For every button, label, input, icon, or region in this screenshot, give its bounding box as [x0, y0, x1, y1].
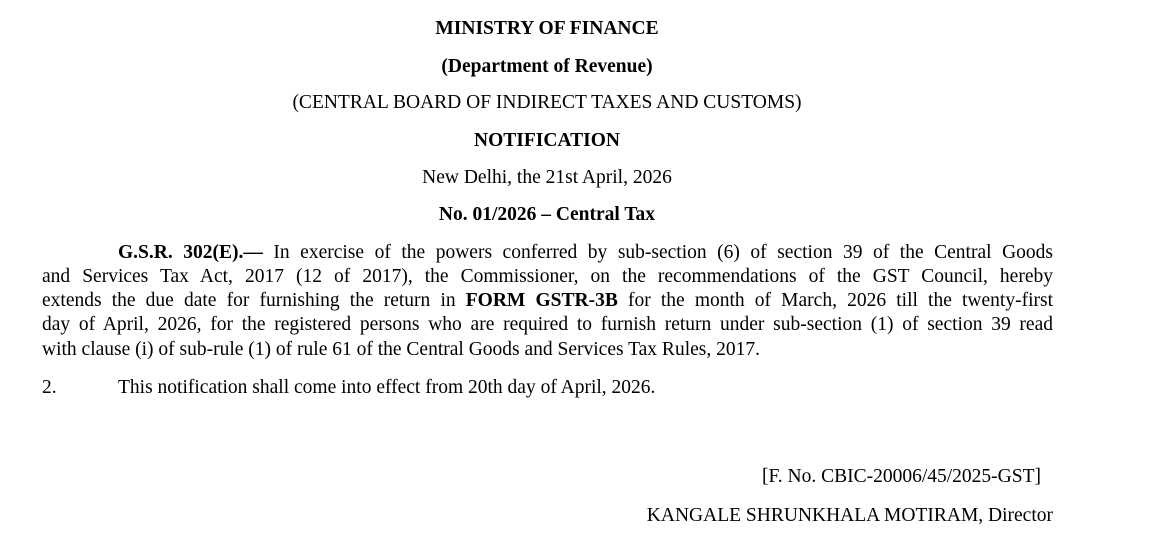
paragraph-number: 2.	[42, 377, 57, 398]
paragraph-line: day of April, 2026, for the registered p…	[42, 314, 1053, 335]
place-date: New Delhi, the 21st April, 2026	[422, 167, 672, 188]
paragraph-line: with clause (i) of sub-rule (1) of rule …	[42, 339, 760, 360]
paragraph-line: extends the due date for furnishing the …	[42, 290, 1053, 312]
notification-heading: NOTIFICATION	[474, 130, 620, 151]
board-heading: (CENTRAL BOARD OF INDIRECT TAXES AND CUS…	[292, 92, 802, 113]
text: for the month of March, 2026 till the tw…	[617, 290, 1053, 311]
ministry-heading: MINISTRY OF FINANCE	[435, 18, 659, 39]
file-number: [F. No. CBIC-20006/45/2025-GST]	[761, 466, 1041, 487]
notification-number: No. 01/2026 – Central Tax	[438, 204, 656, 225]
text: extends the due date for furnishing the …	[42, 290, 466, 311]
signatory: KANGALE SHRUNKHALA MOTIRAM, Director	[646, 505, 1053, 526]
form-name: FORM GSTR-3B	[465, 290, 618, 311]
paragraph-line: G.S.R. 302(E).— In exercise of the power…	[118, 242, 1053, 264]
gsr-number: G.S.R. 302(E).—	[118, 242, 263, 263]
paragraph-line: and Services Tax Act, 2017 (12 of 2017),…	[42, 266, 1053, 287]
text: In exercise of the powers conferred by s…	[262, 242, 1053, 263]
paragraph-text: This notification shall come into effect…	[118, 377, 656, 398]
department-heading: (Department of Revenue)	[441, 56, 653, 77]
